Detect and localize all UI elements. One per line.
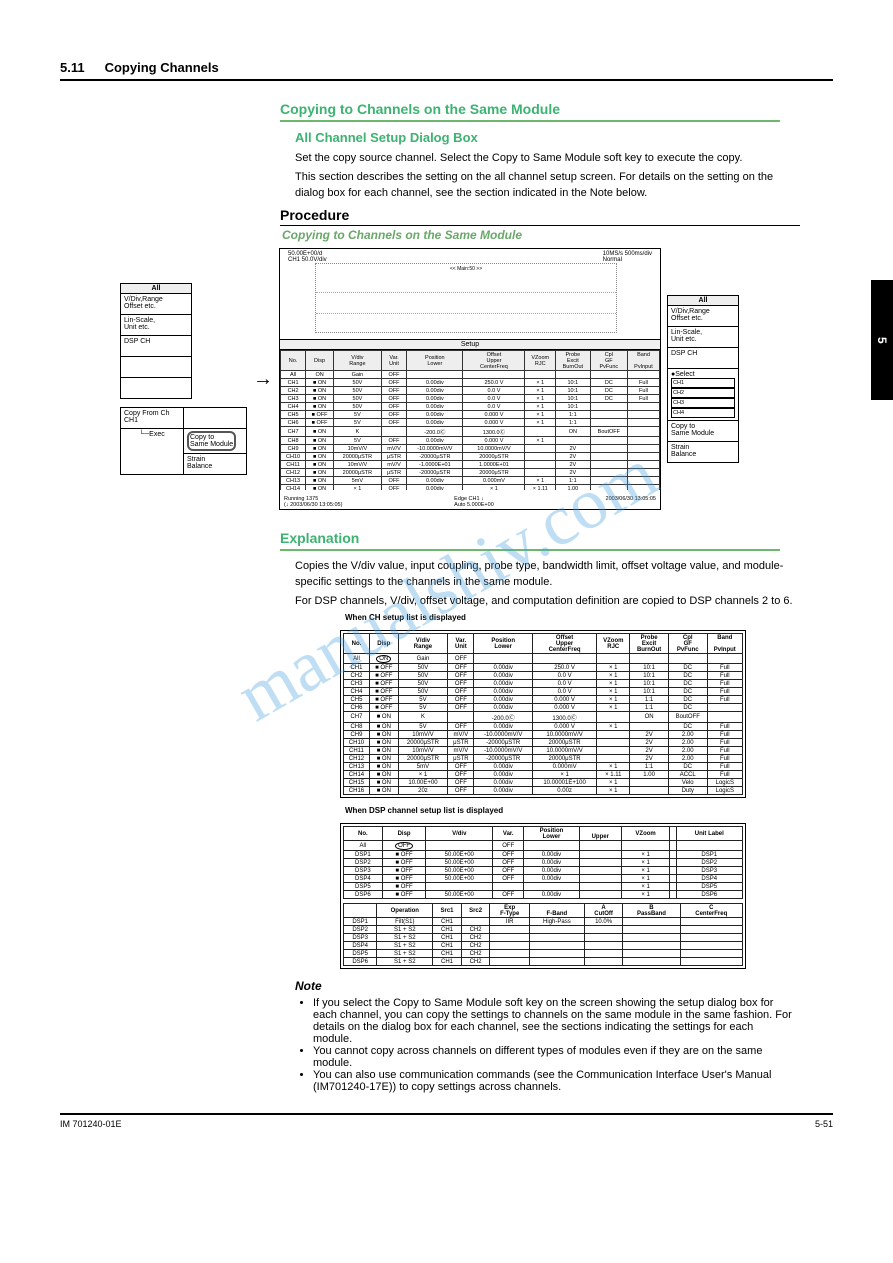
body-p1: Set the copy source channel. Select the … [295,151,795,166]
heading-copying-same-module: Copying to Channels on the Same Module [280,101,780,122]
copy-to-same-module-highlight[interactable]: Copy to Same Module [184,429,246,454]
right-menu-linscale[interactable]: Lin-Scale, Unit etc. [668,327,738,348]
right-blank1 [184,408,246,429]
body-p2: This section describes the setting on th… [295,170,795,201]
right-menu-copyto[interactable]: Copy to Same Module [668,421,738,442]
left-menu-all: All V/Div,Range Offset etc. Lin-Scale, U… [120,283,192,399]
left-menu-blank2 [121,378,191,398]
section-number: 5.11 [60,60,85,75]
right-menu-vdiv[interactable]: V/Div,Range Offset etc. [668,306,738,327]
note-item-3: You can also use communication commands … [313,1069,795,1093]
setup-label: Setup [280,340,660,350]
exec-button[interactable]: └─Exec [121,429,183,449]
arrow-icon: → [253,368,273,391]
page-footer: IM 701240-01E 5-51 [60,1113,833,1129]
select-label: ●Select [671,371,735,378]
left-menu-vdiv[interactable]: V/Div,Range Offset etc. [121,294,191,315]
dsp-setup-table-figure: No.DispV/divVar.Position Lower UpperVZoo… [340,823,746,969]
scope-top-left: 50.00E+00/d CH1 50.0V/div [288,251,327,263]
note-item-2: You cannot copy across channels on diffe… [313,1045,795,1069]
ch-table-caption: When CH setup list is displayed [345,613,833,622]
dsp-table-caption: When DSP channel setup list is displayed [345,806,833,815]
ch-setup-table-figure: No.DispV/div RangeVar. UnitPosition Lowe… [340,630,746,798]
right-menu-select: ●Select CH1 CH2 CH3 CH4 [668,369,738,421]
right-menu-header: All [668,296,738,306]
right-of-copyfrom: Copy to Same Module Strain Balance [183,407,247,475]
setup-table-main: No.DispV/div RangeVar. UnitPosition Lowe… [280,350,660,490]
dsp-op-table: OperationSrc1Src2Exp F-Type F-BandA CutO… [343,903,743,966]
left-menu-dspch[interactable]: DSP CH [121,336,191,357]
status-bar: Running 1375 (↓ 2003/06/30 13:05:05) Edg… [284,496,656,508]
heading-all-channel-setup: All Channel Setup Dialog Box [295,130,833,145]
footer-page: 5-51 [815,1119,833,1129]
waveform-area: << Main:50 >> [315,263,617,333]
copy-from-label: Copy From Ch CH1 [121,408,183,429]
right-menu-all: All V/Div,Range Offset etc. Lin-Scale, U… [667,295,739,463]
explanation-p2: For DSP channels, V/div, offset voltage,… [295,594,795,609]
left-menu-header: All [121,284,191,294]
section-title: Copying Channels [105,60,833,75]
select-ch4[interactable]: CH4 [671,408,735,418]
right-menu-dspch[interactable]: DSP CH [668,348,738,369]
ch-setup-table: No.DispV/div RangeVar. UnitPosition Lowe… [343,633,743,795]
copy-from-ch-box[interactable]: Copy From Ch CH1 └─Exec [120,407,184,475]
select-ch2[interactable]: CH2 [671,388,735,398]
procedure-title: Copying to Channels on the Same Module [282,228,833,242]
dsp-top-table: No.DispV/divVar.Position Lower UpperVZoo… [343,826,743,899]
note-block: Note If you select the Copy to Same Modu… [295,979,795,1093]
left-menu-blank1 [121,357,191,378]
side-chapter-tab: 5 [871,280,893,400]
scope-top-right: 10MS/s 500ms/div Normal [603,251,652,263]
procedure-heading: Procedure [280,207,800,226]
explanation-p1: Copies the V/div value, input coupling, … [295,559,795,590]
select-ch1[interactable]: CH1 [671,378,735,388]
page-header: 5.11 Copying Channels [60,60,833,81]
heading-explanation: Explanation [280,530,780,551]
note-item-1: If you select the Copy to Same Module so… [313,997,795,1045]
right-menu-strain[interactable]: Strain Balance [668,442,738,462]
footer-manual: IM 701240-01E [60,1119,122,1129]
strain-balance[interactable]: Strain Balance [184,454,246,474]
left-menu-linscale[interactable]: Lin-Scale, Unit etc. [121,315,191,336]
select-ch3[interactable]: CH3 [671,398,735,408]
note-heading: Note [295,979,795,993]
oscilloscope-screenshot: 50.00E+00/d CH1 50.0V/div 10MS/s 500ms/d… [279,248,661,510]
main-desc: << Main:50 >> [316,266,616,272]
